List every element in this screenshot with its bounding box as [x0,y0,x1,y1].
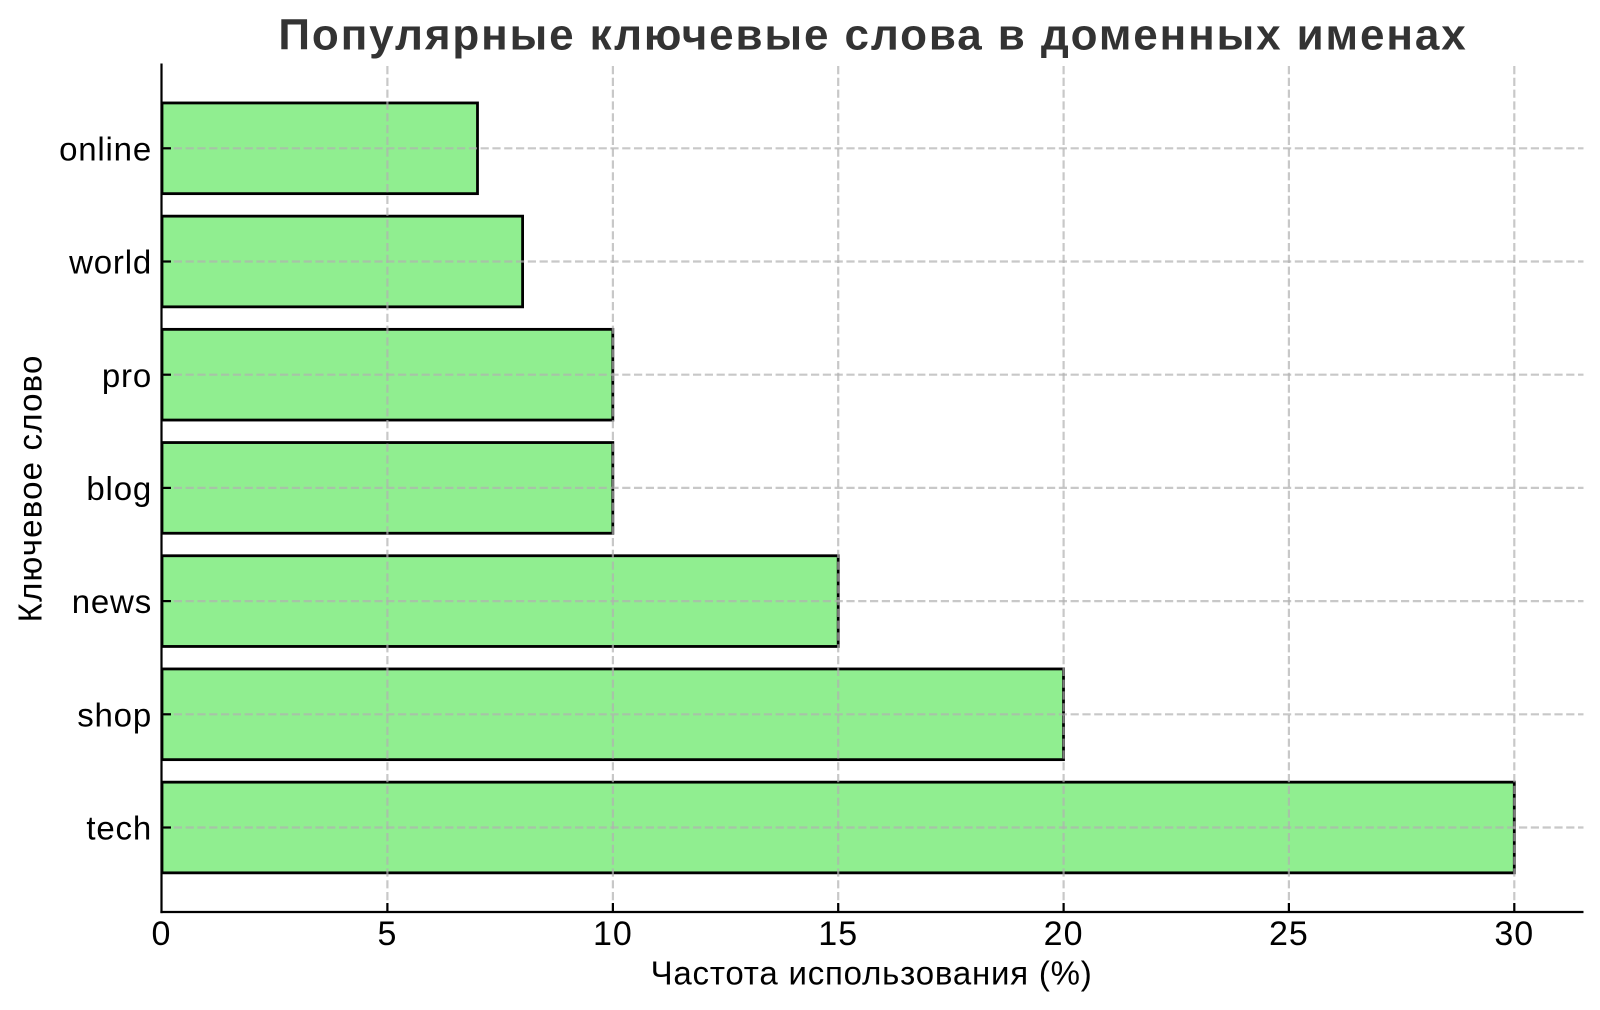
svg-text:Популярные ключевые слова в до: Популярные ключевые слова в доменных име… [278,11,1467,60]
svg-text:20: 20 [1044,915,1084,953]
svg-text:10: 10 [593,915,633,953]
svg-text:Ключевое слово: Ключевое слово [12,354,49,622]
svg-text:0: 0 [152,915,172,953]
svg-text:shop: shop [77,696,152,733]
svg-text:blog: blog [86,470,152,507]
svg-text:world: world [68,244,152,281]
svg-text:pro: pro [102,357,152,394]
svg-text:news: news [72,583,152,620]
svg-text:15: 15 [818,915,858,953]
svg-text:30: 30 [1494,915,1534,953]
svg-text:5: 5 [377,915,397,953]
svg-text:online: online [59,130,152,167]
svg-text:tech: tech [86,810,152,847]
svg-text:Частота использования (%): Частота использования (%) [651,955,1093,992]
svg-text:25: 25 [1269,915,1309,953]
